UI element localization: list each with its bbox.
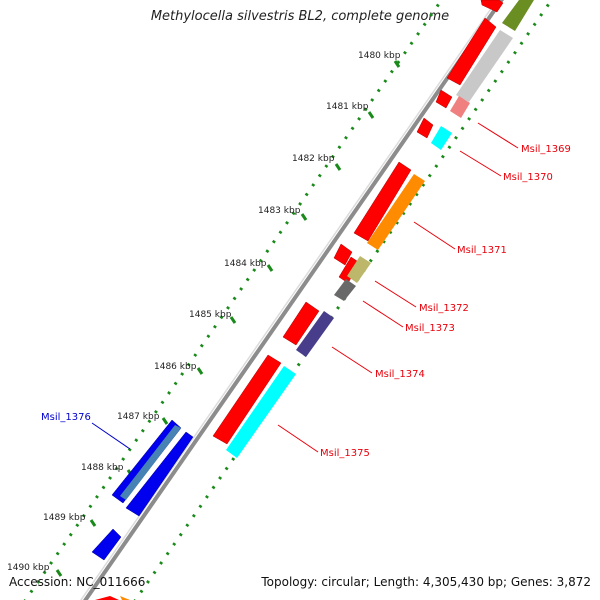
gene-label-msil-1371[interactable]: Msil_1371	[457, 245, 507, 256]
forward-cds-track	[212, 0, 504, 445]
kbp-labels: 1480 kbp 1481 kbp 1482 kbp 1483 kbp 1484…	[7, 51, 401, 573]
feature-block[interactable]	[120, 596, 130, 600]
gene-label-msil-1372[interactable]: Msil_1372	[419, 303, 469, 314]
gene-labels: Msil_1369 Msil_1370 Msil_1371 Msil_1372 …	[41, 144, 571, 459]
cds-forward[interactable]	[333, 243, 353, 266]
gene-label-msil-1369[interactable]: Msil_1369	[521, 144, 571, 155]
feature-block[interactable]	[334, 279, 356, 301]
label-leaders	[91, 122, 519, 453]
gene-label-msil-1375[interactable]: Msil_1375	[320, 448, 370, 459]
kbp-label: 1482 kbp	[292, 154, 335, 164]
feature-block[interactable]	[502, 0, 534, 31]
cds-forward[interactable]	[416, 117, 434, 139]
topology-label: Topology: circular; Length: 4,305,430 bp…	[261, 575, 591, 589]
cds-reverse[interactable]	[125, 431, 194, 517]
gene-label-msil-1374[interactable]: Msil_1374	[375, 369, 425, 380]
cds-reverse[interactable]	[120, 425, 181, 500]
kbp-label: 1480 kbp	[358, 51, 401, 61]
feature-block[interactable]	[456, 30, 513, 102]
kbp-label: 1486 kbp	[154, 362, 197, 372]
kbp-label: 1489 kbp	[43, 513, 86, 523]
cds-forward[interactable]	[353, 161, 412, 242]
gene-label-msil-1376[interactable]: Msil_1376	[41, 412, 91, 423]
kbp-label: 1490 kbp	[7, 563, 50, 573]
feature-block[interactable]	[450, 96, 470, 118]
feature-track	[95, 0, 534, 600]
kbp-label: 1485 kbp	[189, 310, 232, 320]
reverse-cds-track	[91, 419, 194, 561]
accession-label: Accession: NC_011666	[9, 575, 146, 589]
cds-forward[interactable]	[435, 89, 453, 109]
kbp-label: 1484 kbp	[224, 259, 267, 269]
feature-block[interactable]	[226, 366, 296, 458]
cds-reverse[interactable]	[91, 528, 122, 561]
kbp-label: 1483 kbp	[258, 206, 301, 216]
gene-label-msil-1373[interactable]: Msil_1373	[405, 323, 455, 334]
cds-forward[interactable]	[480, 0, 504, 13]
cds-forward[interactable]	[446, 17, 497, 86]
kbp-label: 1488 kbp	[81, 463, 124, 473]
feature-block[interactable]	[347, 256, 371, 283]
gene-label-msil-1370[interactable]: Msil_1370	[503, 172, 553, 183]
feature-block[interactable]	[431, 126, 452, 150]
feature-block[interactable]	[296, 311, 334, 357]
cds-forward[interactable]	[212, 354, 282, 445]
map-title: Methylocella silvestris BL2, complete ge…	[150, 9, 450, 24]
feature-block[interactable]	[367, 174, 425, 250]
backbone	[80, 0, 504, 600]
kbp-label: 1487 kbp	[117, 412, 160, 422]
cds-forward[interactable]	[282, 301, 320, 346]
kbp-label: 1481 kbp	[326, 102, 369, 112]
feature-block[interactable]	[95, 596, 119, 600]
